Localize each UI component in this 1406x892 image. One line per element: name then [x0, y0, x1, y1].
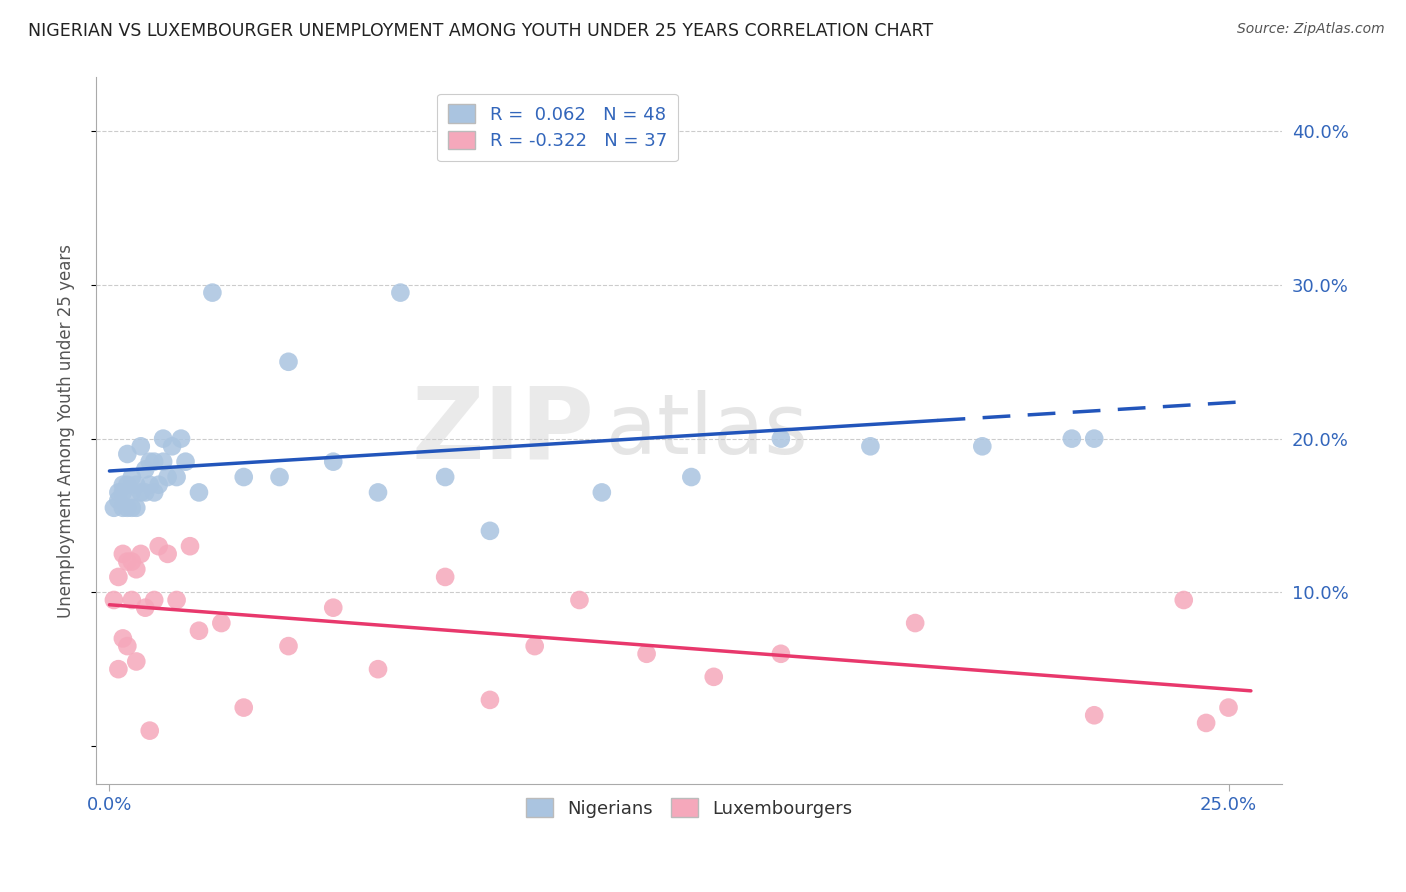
- Point: [769, 432, 792, 446]
- Point: [434, 470, 457, 484]
- Y-axis label: Unemployment Among Youth under 25 years: Unemployment Among Youth under 25 years: [58, 244, 75, 618]
- Point: [434, 570, 457, 584]
- Point: [143, 593, 166, 607]
- Point: [1195, 715, 1218, 730]
- Point: [111, 485, 134, 500]
- Point: [209, 615, 232, 630]
- Point: [152, 432, 174, 446]
- Point: [591, 485, 613, 500]
- Point: [478, 524, 501, 538]
- Point: [277, 355, 299, 369]
- Point: [143, 485, 166, 500]
- Point: [117, 555, 139, 569]
- Point: [277, 639, 299, 653]
- Point: [170, 432, 193, 446]
- Text: ZIP: ZIP: [412, 383, 595, 479]
- Point: [681, 470, 703, 484]
- Point: [107, 485, 129, 500]
- Point: [322, 600, 344, 615]
- Point: [121, 555, 143, 569]
- Point: [367, 662, 389, 676]
- Point: [232, 470, 254, 484]
- Point: [232, 700, 254, 714]
- Text: atlas: atlas: [606, 391, 808, 472]
- Point: [117, 477, 139, 491]
- Point: [188, 485, 211, 500]
- Point: [152, 455, 174, 469]
- Point: [703, 670, 725, 684]
- Point: [523, 132, 546, 146]
- Point: [111, 500, 134, 515]
- Text: Source: ZipAtlas.com: Source: ZipAtlas.com: [1237, 22, 1385, 37]
- Point: [478, 693, 501, 707]
- Point: [148, 477, 170, 491]
- Point: [134, 600, 156, 615]
- Point: [148, 539, 170, 553]
- Point: [138, 455, 160, 469]
- Point: [859, 439, 882, 453]
- Point: [166, 593, 188, 607]
- Point: [111, 477, 134, 491]
- Point: [121, 593, 143, 607]
- Point: [568, 593, 591, 607]
- Point: [125, 477, 148, 491]
- Point: [129, 485, 152, 500]
- Point: [121, 470, 143, 484]
- Point: [125, 655, 148, 669]
- Point: [134, 462, 156, 476]
- Point: [1173, 593, 1195, 607]
- Point: [1060, 432, 1083, 446]
- Point: [103, 593, 125, 607]
- Point: [523, 639, 546, 653]
- Point: [972, 439, 994, 453]
- Point: [117, 639, 139, 653]
- Point: [156, 470, 179, 484]
- Point: [143, 455, 166, 469]
- Point: [125, 500, 148, 515]
- Point: [121, 485, 143, 500]
- Point: [138, 477, 160, 491]
- Point: [367, 485, 389, 500]
- Point: [129, 439, 152, 453]
- Point: [156, 547, 179, 561]
- Legend: Nigerians, Luxembourgers: Nigerians, Luxembourgers: [519, 791, 860, 825]
- Point: [188, 624, 211, 638]
- Point: [129, 547, 152, 561]
- Point: [134, 485, 156, 500]
- Point: [389, 285, 412, 300]
- Point: [1083, 708, 1105, 723]
- Point: [138, 723, 160, 738]
- Point: [111, 632, 134, 646]
- Point: [904, 615, 927, 630]
- Point: [125, 562, 148, 576]
- Point: [103, 500, 125, 515]
- Point: [201, 285, 224, 300]
- Point: [111, 547, 134, 561]
- Point: [166, 470, 188, 484]
- Point: [121, 500, 143, 515]
- Point: [1218, 700, 1240, 714]
- Point: [117, 447, 139, 461]
- Point: [107, 662, 129, 676]
- Point: [179, 539, 201, 553]
- Point: [107, 570, 129, 584]
- Point: [107, 493, 129, 508]
- Point: [117, 500, 139, 515]
- Point: [322, 455, 344, 469]
- Point: [636, 647, 658, 661]
- Point: [160, 439, 183, 453]
- Point: [769, 647, 792, 661]
- Point: [269, 470, 291, 484]
- Point: [1083, 432, 1105, 446]
- Point: [174, 455, 197, 469]
- Text: NIGERIAN VS LUXEMBOURGER UNEMPLOYMENT AMONG YOUTH UNDER 25 YEARS CORRELATION CHA: NIGERIAN VS LUXEMBOURGER UNEMPLOYMENT AM…: [28, 22, 934, 40]
